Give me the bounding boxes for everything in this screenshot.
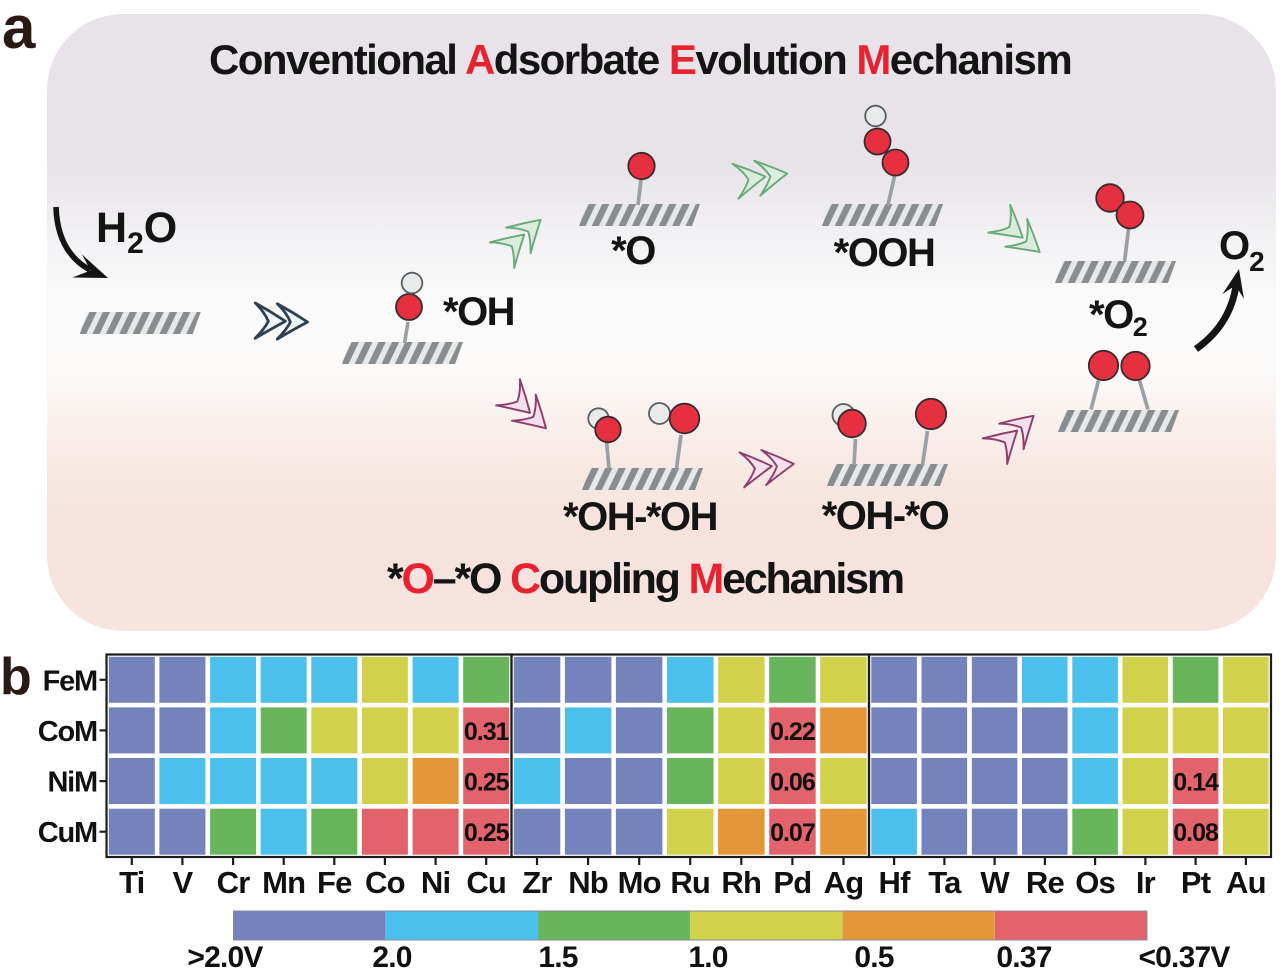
svg-text:NiM: NiM <box>47 767 97 799</box>
svg-text:FeM: FeM <box>43 665 97 697</box>
svg-text:CoM: CoM <box>38 716 97 748</box>
svg-text:Nb: Nb <box>568 865 608 900</box>
svg-text:Os: Os <box>1075 865 1115 900</box>
svg-text:1.0: 1.0 <box>688 941 727 972</box>
svg-text:Ta: Ta <box>928 865 962 900</box>
svg-text:Cu: Cu <box>466 865 506 900</box>
svg-text:Pt: Pt <box>1181 865 1211 900</box>
svg-text:0.06: 0.06 <box>770 769 815 797</box>
svg-text:0.14: 0.14 <box>1173 769 1219 797</box>
svg-text:0.08: 0.08 <box>1173 819 1219 847</box>
svg-text:Ir: Ir <box>1136 865 1156 900</box>
svg-text:Co: Co <box>365 865 405 900</box>
svg-text:b: b <box>0 648 32 706</box>
svg-text:0.22: 0.22 <box>770 718 815 746</box>
svg-text:*O: *O <box>611 229 655 273</box>
svg-text:Zr: Zr <box>522 865 552 900</box>
svg-text:Fe: Fe <box>317 865 352 900</box>
svg-text:*OOH: *OOH <box>834 231 935 275</box>
svg-text:>2.0V: >2.0V <box>187 941 263 972</box>
svg-text:Mn: Mn <box>262 865 305 900</box>
svg-text:*OH-*OH: *OH-*OH <box>563 495 717 539</box>
svg-text:0.25: 0.25 <box>464 819 510 847</box>
svg-text:2.0: 2.0 <box>372 941 411 972</box>
svg-text:0.07: 0.07 <box>770 819 815 847</box>
svg-text:Au: Au <box>1226 865 1266 900</box>
svg-text:Hf: Hf <box>879 865 912 900</box>
svg-text:Ni: Ni <box>421 865 450 900</box>
svg-text:*OH: *OH <box>443 290 514 334</box>
svg-text:V: V <box>172 865 193 900</box>
svg-text:Cr: Cr <box>217 865 251 900</box>
svg-text:W: W <box>980 865 1010 900</box>
svg-text:Pd: Pd <box>773 865 811 900</box>
svg-text:0.25: 0.25 <box>464 769 510 797</box>
svg-text:Ag: Ag <box>824 865 864 900</box>
svg-text:0.37: 0.37 <box>996 941 1051 972</box>
svg-text:0.5: 0.5 <box>854 941 893 972</box>
svg-text:*O2: *O2 <box>1089 293 1147 342</box>
svg-text:<0.37V: <0.37V <box>1138 941 1230 972</box>
svg-text:1.5: 1.5 <box>538 941 577 972</box>
svg-text:Ti: Ti <box>119 865 144 900</box>
svg-text:a: a <box>2 0 36 61</box>
svg-text:*OH-*O: *OH-*O <box>822 494 949 538</box>
svg-text:Rh: Rh <box>721 865 761 900</box>
svg-text:Mo: Mo <box>618 865 661 900</box>
svg-text:Re: Re <box>1026 865 1065 900</box>
svg-text:0.31: 0.31 <box>464 718 510 746</box>
svg-text:Conventional Adsorbate Evoluti: Conventional Adsorbate Evolution Mechani… <box>209 36 1071 83</box>
svg-text:Ru: Ru <box>670 865 710 900</box>
svg-text:CuM: CuM <box>38 817 97 849</box>
svg-text:*O–*O Coupling Mechanism: *O–*O Coupling Mechanism <box>387 555 903 603</box>
